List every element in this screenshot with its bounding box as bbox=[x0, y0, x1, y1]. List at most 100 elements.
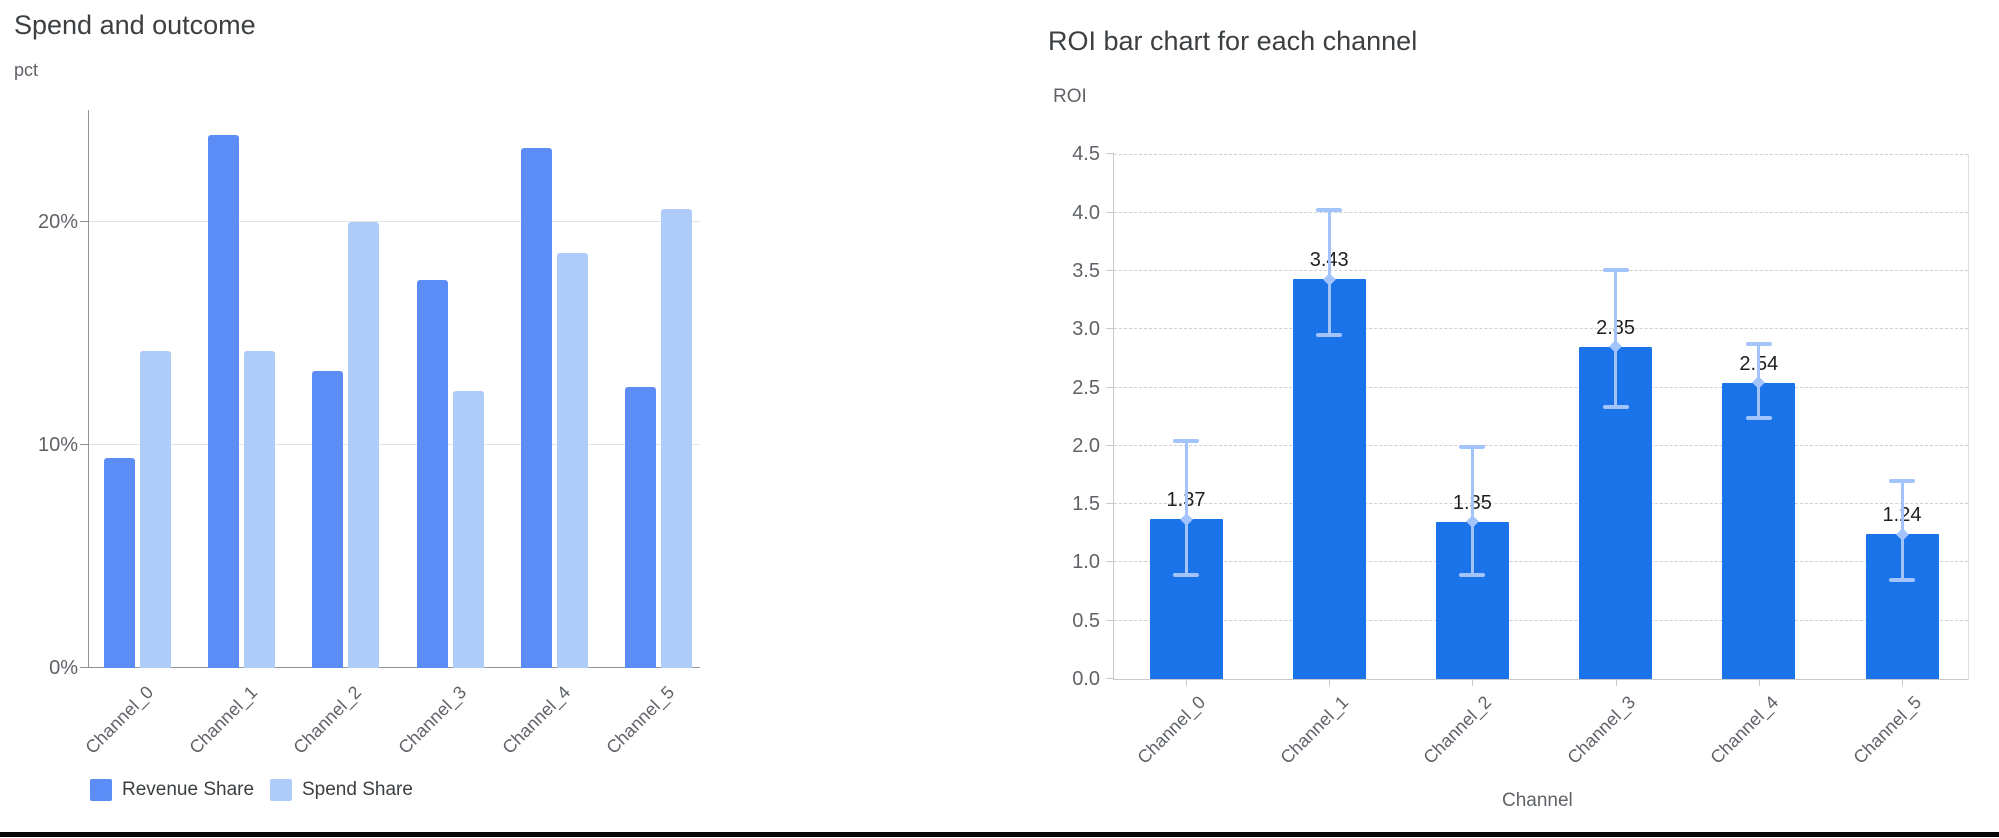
y-axis-unit-label: ROI bbox=[1053, 86, 1087, 107]
bar-spend-share bbox=[452, 391, 484, 668]
y-axis-tick bbox=[1106, 328, 1114, 330]
error-bar-cap-bottom bbox=[1602, 405, 1629, 410]
gridline bbox=[1114, 561, 1968, 563]
x-tick-label: Channel_5 bbox=[602, 682, 679, 758]
y-tick-label: 1.0 bbox=[1072, 551, 1100, 574]
bar-revenue-share bbox=[208, 135, 240, 668]
error-bar-cap-top bbox=[1316, 208, 1343, 213]
x-axis-tick bbox=[1186, 679, 1187, 686]
error-bar-cap-bottom bbox=[1173, 573, 1199, 578]
legend-swatch-spend-share bbox=[270, 779, 292, 801]
y-axis-tick bbox=[1106, 444, 1114, 446]
error-bar bbox=[1470, 445, 1474, 576]
gridline bbox=[1114, 153, 1968, 155]
y-axis-tick bbox=[80, 221, 88, 222]
y-axis-tick bbox=[80, 667, 88, 668]
legend-item-spend-share: Spend Share bbox=[270, 779, 413, 801]
roi-bar-chart: ROI bar chart for each channel ROI 1.373… bbox=[1040, 0, 1999, 838]
chart-title: Spend and outcome bbox=[14, 10, 256, 40]
gridline bbox=[88, 444, 700, 445]
bar-revenue-share bbox=[104, 458, 135, 668]
gridline bbox=[88, 221, 700, 222]
x-axis-title: Channel bbox=[1502, 790, 1573, 811]
error-bar bbox=[1184, 439, 1188, 576]
error-bar-cap-bottom bbox=[1745, 415, 1772, 420]
y-axis-tick bbox=[1106, 386, 1114, 388]
error-bar-cap-bottom bbox=[1889, 577, 1915, 582]
bar-revenue-share bbox=[625, 387, 656, 668]
x-axis-tick bbox=[1472, 679, 1474, 686]
gridline bbox=[1114, 619, 1968, 621]
error-bar-cap-top bbox=[1602, 267, 1629, 272]
gridline bbox=[1114, 211, 1968, 213]
y-axis-line bbox=[88, 110, 89, 668]
y-tick-label: 1.5 bbox=[1072, 493, 1100, 516]
error-bar-cap-bottom bbox=[1459, 573, 1486, 578]
y-tick-label: 0.5 bbox=[1072, 609, 1100, 632]
error-bar-cap-top bbox=[1173, 438, 1199, 443]
y-axis-tick bbox=[80, 444, 88, 445]
roi-bar bbox=[1722, 382, 1796, 679]
y-axis-tick bbox=[1106, 211, 1114, 213]
legend-label-spend-share: Spend Share bbox=[302, 779, 413, 800]
gridline bbox=[1114, 328, 1968, 330]
y-tick-label: 0% bbox=[49, 657, 78, 679]
bar-revenue-share bbox=[312, 371, 344, 668]
error-bar-cap-top bbox=[1459, 444, 1486, 449]
y-axis-tick bbox=[1106, 619, 1114, 621]
gridline bbox=[88, 667, 700, 668]
legend-label-revenue-share: Revenue Share bbox=[122, 779, 255, 800]
legend-swatch-revenue-share bbox=[90, 779, 112, 801]
x-tick-label: Channel_3 bbox=[1563, 692, 1639, 768]
x-axis-tick bbox=[1615, 679, 1617, 686]
y-tick-label: 4.0 bbox=[1072, 201, 1100, 224]
x-tick-label: Channel_3 bbox=[394, 682, 470, 758]
error-bar-cap-top bbox=[1889, 478, 1915, 483]
y-axis-tick bbox=[1106, 561, 1114, 563]
y-tick-label: 2.5 bbox=[1072, 376, 1100, 399]
bar-spend-share bbox=[556, 253, 588, 668]
gridline bbox=[1114, 269, 1968, 271]
y-tick-label: 3.0 bbox=[1072, 318, 1100, 341]
y-tick-label: 3.5 bbox=[1072, 259, 1100, 282]
spend-and-outcome-chart: Spend and outcome pct 0% 10% 20% Channel_0… bbox=[0, 0, 730, 838]
x-axis-tick bbox=[1758, 679, 1760, 686]
x-tick-label: Channel_0 bbox=[81, 682, 158, 758]
legend-item-revenue-share: Revenue Share bbox=[90, 779, 254, 801]
y-axis-tick bbox=[1106, 678, 1114, 679]
y-axis-tick bbox=[1106, 269, 1114, 271]
chart-title: ROI bar chart for each channel bbox=[1048, 26, 1418, 56]
y-tick-label: 2.0 bbox=[1072, 434, 1100, 457]
x-tick-label: Channel_4 bbox=[1706, 692, 1782, 768]
roi-bar bbox=[1292, 279, 1366, 679]
y-tick-label: 0.0 bbox=[1072, 668, 1100, 690]
y-tick-label: 20% bbox=[37, 211, 78, 233]
plot-area bbox=[80, 110, 700, 668]
error-bar bbox=[1614, 268, 1618, 408]
x-tick-label: Channel_4 bbox=[498, 682, 574, 758]
bar-spend-share bbox=[348, 222, 380, 668]
y-axis-tick bbox=[1106, 503, 1114, 505]
bar-revenue-share bbox=[416, 279, 448, 668]
x-tick-label: Channel_0 bbox=[1133, 692, 1210, 768]
gridline bbox=[1114, 386, 1968, 388]
x-tick-label: Channel_1 bbox=[185, 682, 262, 758]
y-tick-label: 10% bbox=[37, 434, 78, 456]
x-tick-label: Channel_1 bbox=[1276, 692, 1353, 768]
bar-spend-share bbox=[244, 351, 276, 668]
x-axis-tick bbox=[1329, 679, 1331, 686]
gridline bbox=[1114, 503, 1968, 505]
bar-spend-share bbox=[661, 208, 692, 668]
x-axis-tick bbox=[1902, 679, 1903, 686]
x-tick-label: Channel_2 bbox=[1419, 692, 1496, 768]
x-tick-label: Channel_5 bbox=[1849, 692, 1926, 768]
y-axis-tick bbox=[1106, 153, 1114, 155]
gridline bbox=[1114, 444, 1968, 446]
error-bar bbox=[1327, 209, 1331, 336]
plot-area: 1.373.431.352.852.541.24 bbox=[1106, 153, 1969, 686]
bottom-border bbox=[0, 832, 1999, 837]
legend: Revenue Share Spend Share bbox=[0, 779, 730, 803]
y-axis-unit-label: pct bbox=[14, 60, 39, 80]
bar-revenue-share bbox=[520, 148, 552, 668]
error-bar-cap-bottom bbox=[1316, 333, 1343, 338]
